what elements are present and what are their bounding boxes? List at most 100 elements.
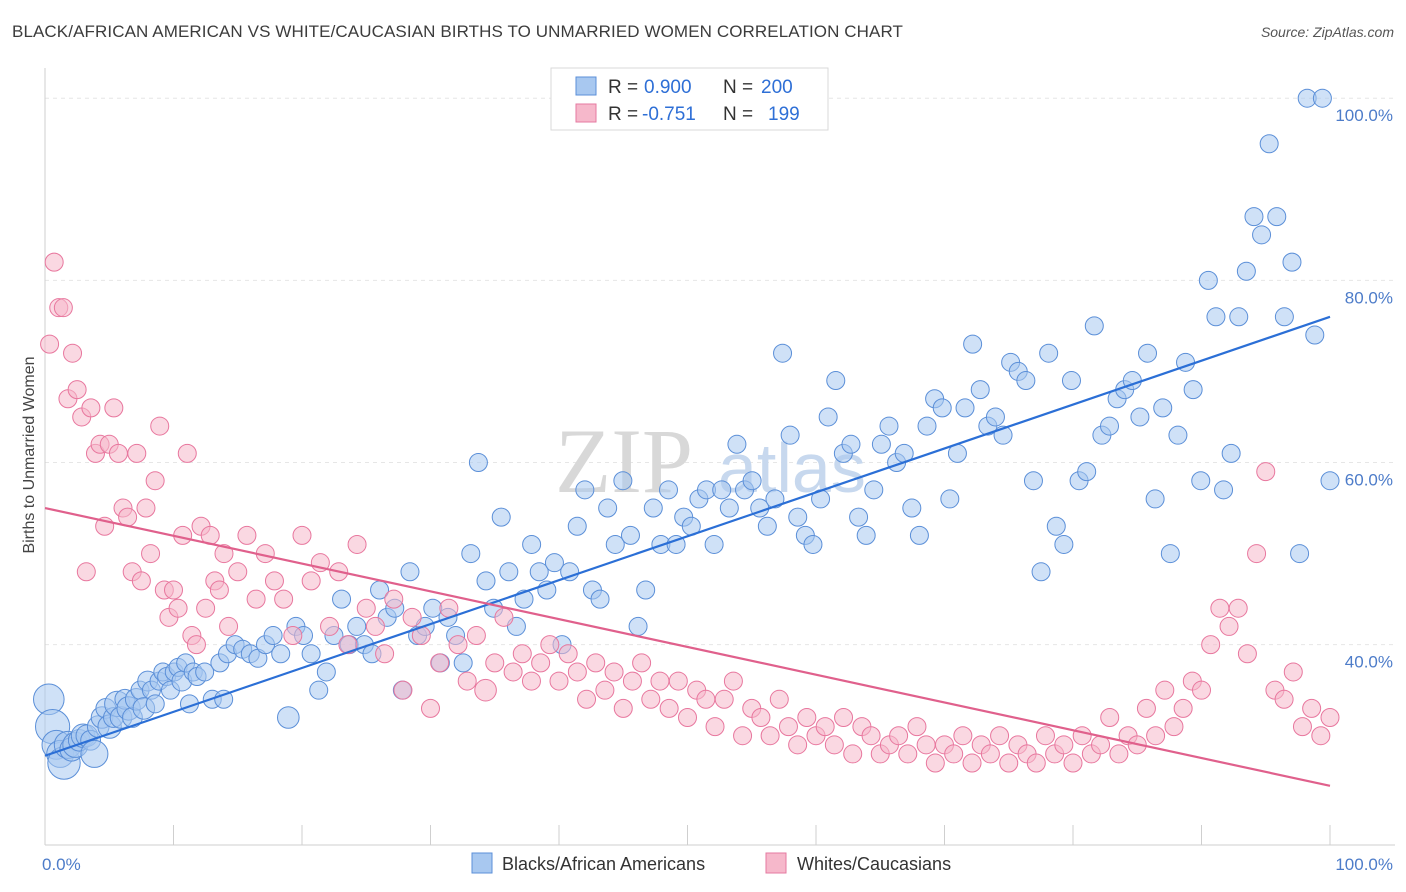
whites-point-146 [1201,635,1221,655]
blacks-point-176 [1221,443,1241,463]
blacks-point-85 [529,562,549,582]
y-tick-label-2: 80.0% [1345,288,1393,307]
whites-point-39 [219,616,239,636]
whites-point-70 [503,662,523,682]
blacks-point-96 [613,471,633,491]
whites-point-107 [843,744,863,764]
whites-point-56 [375,644,395,664]
trend-line-whites [44,506,1331,787]
whites-point-136 [1109,744,1129,764]
whites-point-123 [990,726,1010,746]
whites-point-42 [246,589,266,609]
blacks-point-188 [1312,88,1332,108]
legend-swatch-blue [575,76,597,96]
whites-point-65 [457,671,477,691]
whites-point-67 [474,678,497,702]
whites-point-37 [209,580,229,600]
blacks-point-94 [598,498,618,518]
blacks-point-149 [1016,371,1036,391]
blacks-point-182 [1267,207,1287,227]
blacks-point-180 [1252,225,1272,245]
whites-point-145 [1192,680,1211,700]
blacks-point-151 [1031,562,1051,582]
blacks-point-80 [491,507,511,527]
whites-point-132 [1072,726,1092,746]
blacks-point-169 [1168,425,1188,445]
blacks-point-81 [499,562,519,582]
whites-point-142 [1164,717,1184,737]
whites-point-86 [650,671,670,691]
blacks-point-138 [932,398,952,418]
whites-point-97 [751,708,771,727]
blacks-point-157 [1077,462,1097,482]
whites-point-44 [264,571,284,591]
whites-point-85 [641,689,661,709]
blacks-point-87 [544,553,564,573]
whites-point-82 [613,698,633,718]
blacks-point-108 [704,534,724,554]
whites-point-61 [421,698,440,718]
blacks-point-150 [1023,471,1043,491]
whites-point-119 [953,726,973,746]
whites-point-156 [1292,717,1312,737]
whites-point-79 [586,653,606,673]
whites-point-68 [485,653,505,673]
whites-point-62 [430,653,450,673]
blacks-point-136 [917,416,937,436]
whites-point-95 [733,726,753,746]
gridlines [45,97,1395,646]
blacks-point-12 [80,739,109,768]
blacks-point-166 [1145,489,1165,509]
whites-point-8 [76,562,96,582]
whites-point-5 [63,343,83,363]
blacks-point-145 [985,407,1005,427]
whites-point-122 [980,744,1000,764]
whites-point-59 [402,607,422,627]
whites-point-158 [1311,726,1331,746]
bottom-legend-swatch-pink [765,852,787,874]
blacks-point-152 [1039,343,1059,363]
tick-labels: 40.0% 60.0% 80.0% 100.0% 0.0% 100.0% [42,106,1393,874]
whites-point-131 [1063,753,1083,773]
blacks-point-183 [1274,307,1294,327]
whites-point-143 [1173,698,1193,718]
whites-point-155 [1283,662,1303,682]
trend-lines [44,315,1331,787]
blacks-point-119 [788,507,808,527]
blacks-point-109 [712,480,732,500]
blacks-point-102 [658,480,678,500]
whites-point-3 [53,298,73,318]
blacks-point-174 [1206,307,1226,327]
blacks-point-100 [643,498,663,518]
blacks-point-93 [590,589,610,609]
blacks-point-167 [1153,398,1173,418]
blacks-point-185 [1290,544,1310,564]
blacks-point-78 [476,571,496,591]
whites-point-84 [632,653,652,673]
blacks-point-117 [773,343,793,363]
whites-point-15 [108,443,128,463]
whites-point-20 [131,571,151,591]
whites-point-58 [393,680,413,700]
bottom-legend-label-pink: Whites/Caucasians [797,854,951,874]
whites-point-147 [1210,598,1230,618]
blacks-point-134 [902,498,922,518]
whites-point-120 [962,753,982,773]
blacks-point-154 [1054,534,1074,554]
blacks-point-179 [1244,207,1264,227]
blacks-point-172 [1191,471,1211,491]
whites-point-151 [1247,544,1267,564]
blacks-point-128 [856,525,876,545]
legend-box: R = 0.900 N = 200 R = -0.751 N = 199 [550,67,829,131]
whites-point-157 [1302,698,1322,718]
whites-point-149 [1228,598,1248,618]
y-tick-label-1: 60.0% [1345,471,1393,490]
whites-point-124 [999,753,1019,773]
whites-point-0 [40,334,60,354]
whites-point-30 [177,443,197,463]
whites-point-28 [168,598,188,618]
blacks-point-51 [271,644,291,664]
whites-point-38 [214,544,234,564]
chart-source: Source: ZipAtlas.com [1260,24,1394,40]
blacks-point-90 [567,516,587,536]
